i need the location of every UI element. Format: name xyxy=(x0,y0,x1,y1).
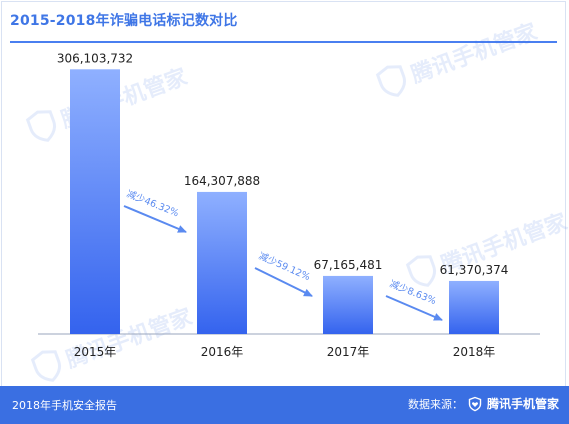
x-tick-label: 2016年 xyxy=(201,345,244,359)
source-name: 腾讯手机管家 xyxy=(486,397,559,411)
title-underline xyxy=(10,41,557,43)
bar-3 xyxy=(323,275,373,334)
decrease-arrow xyxy=(385,295,443,321)
decrease-arrow xyxy=(254,267,313,297)
data-source: 数据来源： 腾讯手机管家 xyxy=(408,395,559,412)
chart-title: 2015-2018年诈骗电话标记数对比 xyxy=(10,13,238,29)
source-label: 数据来源： xyxy=(407,397,463,411)
bar-value-label: 306,103,732 xyxy=(57,51,133,65)
decrease-arrow xyxy=(123,205,187,233)
decrease-annotation: 减少59.12% xyxy=(257,250,312,283)
x-tick-label: 2015年 xyxy=(74,345,117,359)
bar-1 xyxy=(70,69,120,334)
watermark: 腾讯手机管家 xyxy=(375,18,542,97)
report-label: 2018年手机安全报告 xyxy=(12,399,117,412)
footer-bar: 2018年手机安全报告 数据来源： 腾讯手机管家 xyxy=(0,386,569,424)
shield-heart-icon xyxy=(468,396,482,411)
svg-text:腾讯手机管家: 腾讯手机管家 xyxy=(408,18,542,88)
x-tick-label: 2017年 xyxy=(327,345,370,359)
bar-value-label: 61,370,374 xyxy=(440,263,509,277)
bar-2 xyxy=(197,191,247,334)
bar-value-label: 67,165,481 xyxy=(314,258,383,272)
decrease-annotation: 减少46.32% xyxy=(125,188,181,220)
x-tick-label: 2018年 xyxy=(453,345,496,359)
bar-value-label: 164,307,888 xyxy=(184,174,260,188)
bar-4 xyxy=(449,280,499,334)
